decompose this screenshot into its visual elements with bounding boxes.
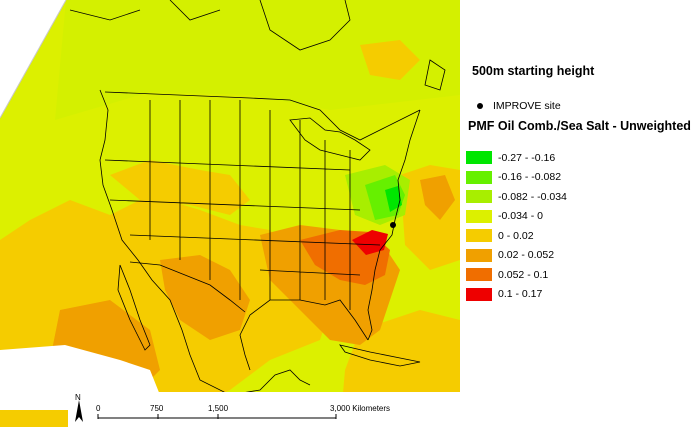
domain-edge xyxy=(0,0,67,119)
scale-bar: N 0 750 1,500 3,000 Kilometers xyxy=(68,392,468,427)
coastline-west xyxy=(99,89,191,356)
scale-bar-background xyxy=(68,392,468,427)
field-north-band xyxy=(55,0,460,120)
field-zone-red xyxy=(352,230,388,255)
field-zone-orange-gulf xyxy=(160,255,250,340)
field-zone-green-bright xyxy=(385,186,402,212)
legend-class-row: 0.1 - 0.17 xyxy=(466,285,567,305)
legend-swatch xyxy=(466,151,492,165)
great-lakes xyxy=(289,117,371,161)
legend-class-label: -0.16 - -0.082 xyxy=(498,171,562,184)
legend-site-label: IMPROVE site xyxy=(493,100,561,112)
legend-swatch xyxy=(466,170,492,184)
legend-class-label: 0.02 - 0.052 xyxy=(498,249,555,262)
state-lines xyxy=(104,100,381,310)
newfoundland xyxy=(424,59,446,91)
legend-swatch xyxy=(466,268,492,282)
legend-layer-title: PMF Oil Comb./Sea Salt - Unweighted xyxy=(468,119,691,133)
baja xyxy=(117,264,151,351)
coastline-east xyxy=(367,109,421,341)
legend-swatch xyxy=(466,190,492,204)
legend-swatch xyxy=(466,229,492,243)
hudson-bay xyxy=(259,0,351,51)
us-canada-border xyxy=(104,91,421,141)
field-zone-yellow-ne xyxy=(360,40,420,80)
legend-site-row: IMPROVE site xyxy=(477,100,561,112)
scale-label-0: 0 xyxy=(96,404,101,413)
legend-swatch xyxy=(466,209,492,223)
legend-class-row: -0.082 - -0.034 xyxy=(466,187,567,207)
scale-label-1500: 1,500 xyxy=(208,404,229,413)
legend-title: 500m starting height xyxy=(472,64,595,78)
legend-class-row: -0.034 - 0 xyxy=(466,207,567,227)
legend-class-row: -0.16 - -0.082 xyxy=(466,168,567,188)
legend-class-row: 0 - 0.02 xyxy=(466,226,567,246)
legend-class-label: -0.034 - 0 xyxy=(498,210,543,223)
north-label: N xyxy=(75,393,81,402)
mexico-coast xyxy=(189,354,311,396)
scale-label-750: 750 xyxy=(150,404,164,413)
legend-class-label: -0.27 - -0.16 xyxy=(498,151,556,164)
improve-site-marker xyxy=(390,222,396,228)
scale-label-3000: 3,000 Kilometers xyxy=(330,404,390,413)
cuba xyxy=(339,344,421,367)
legend-class-row: 0.02 - 0.052 xyxy=(466,246,567,266)
gulf-coast xyxy=(239,299,369,371)
field-zone-orange-offshore xyxy=(420,175,455,220)
legend-class-label: 0.052 - 0.1 xyxy=(498,268,549,281)
legend-swatch xyxy=(466,287,492,301)
legend-class-row: 0.052 - 0.1 xyxy=(466,265,567,285)
north-arrow-icon xyxy=(75,400,83,422)
legend-class-label: -0.082 - -0.034 xyxy=(498,190,567,203)
legend-swatch xyxy=(466,248,492,262)
us-mexico-border xyxy=(129,261,246,313)
legend-classes: -0.27 - -0.16 -0.16 - -0.082 -0.082 - -0.0… xyxy=(466,148,567,304)
legend-class-label: 0 - 0.02 xyxy=(498,229,534,242)
arctic-islands xyxy=(69,0,221,21)
boundary-lines xyxy=(69,0,446,396)
site-dot-icon xyxy=(477,103,483,109)
legend-class-row: -0.27 - -0.16 xyxy=(466,148,567,168)
legend-class-label: 0.1 - 0.17 xyxy=(498,288,543,301)
